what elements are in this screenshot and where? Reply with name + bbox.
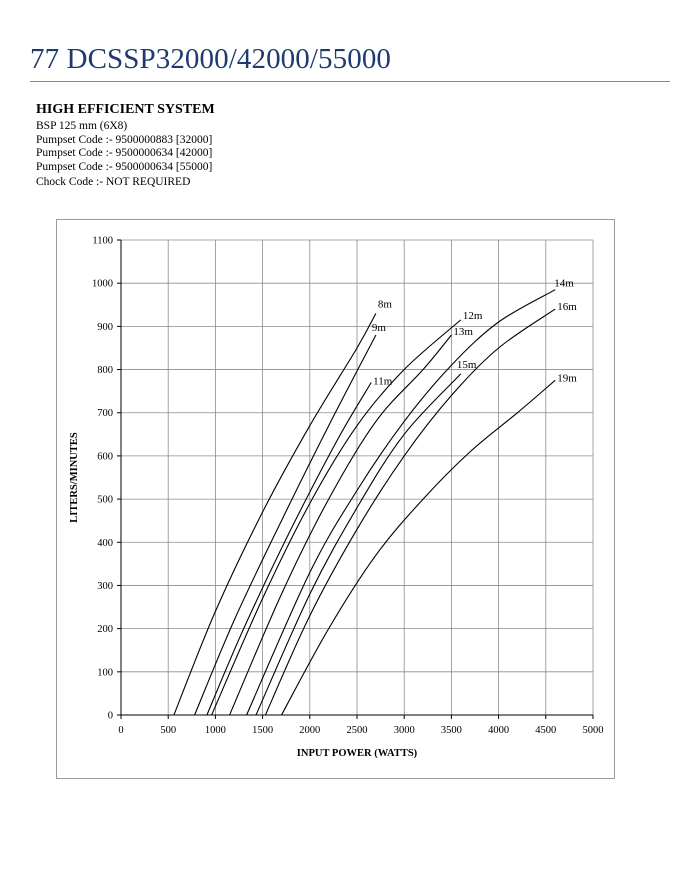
- series-line-16m: [264, 308, 556, 716]
- y-tick-label: 300: [97, 581, 113, 592]
- x-tick-label: 3500: [441, 725, 462, 736]
- y-tick-label: 600: [97, 451, 113, 462]
- y-tick-label: 1100: [92, 236, 113, 247]
- y-tick-label: 500: [97, 495, 113, 506]
- spec-block: HIGH EFFICIENT SYSTEM BSP 125 mm (6X8) P…: [36, 102, 215, 190]
- spec-heading: HIGH EFFICIENT SYSTEM: [36, 102, 215, 117]
- y-tick-label: 100: [97, 667, 113, 678]
- series-label-19m: 19m: [557, 372, 577, 384]
- y-tick-label: 1000: [92, 279, 113, 290]
- series-label-15m: 15m: [457, 359, 477, 371]
- series-line-19m: [281, 379, 556, 716]
- series-label-14m: 14m: [554, 278, 574, 290]
- series-line-14m: [246, 289, 556, 716]
- spec-pumpset-code-32000: Pumpset Code :- 9500000883 [32000]: [36, 133, 213, 146]
- spec-pumpset-code-55000: Pumpset Code :- 9500000634 [55000]: [36, 160, 213, 173]
- performance-chart: 0 500 1000 1500 2000 2500 3000 3500 4000 4500 5000…: [69, 236, 604, 760]
- y-tick-label: 900: [97, 322, 113, 333]
- y-tick-label: 400: [97, 538, 113, 549]
- series-line-15m: [255, 373, 462, 716]
- title-divider: [30, 81, 670, 82]
- x-tick-label: 2500: [347, 725, 368, 736]
- y-tick-label: 700: [97, 408, 113, 419]
- y-axis-title: LITERS/MINUTES: [69, 432, 80, 523]
- series-label-12m: 12m: [463, 310, 483, 322]
- chart-frame: 0 500 1000 1500 2000 2500 3000 3500 4000 4500 5000…: [56, 219, 615, 779]
- series-label-8m: 8m: [378, 298, 393, 310]
- y-tick-label: 0: [108, 711, 113, 722]
- y-tick-label: 800: [97, 365, 113, 376]
- spec-pipe-size: BSP 125 mm (6X8): [36, 120, 128, 132]
- series-line-12m: [211, 319, 462, 716]
- x-tick-label: 1500: [252, 725, 273, 736]
- series-label-16m: 16m: [557, 301, 577, 313]
- x-tick-label: 2000: [299, 725, 320, 736]
- spec-chock-code: Chock Code :- NOT REQUIRED: [36, 176, 191, 189]
- series-label-13m: 13m: [453, 326, 473, 338]
- x-tick-label: 4000: [488, 725, 509, 736]
- x-tick-label: 5000: [583, 725, 604, 736]
- series-line-8m: [173, 313, 377, 716]
- x-tick-label: 0: [118, 725, 123, 736]
- x-tick-label: 4500: [535, 725, 556, 736]
- series-line-9m: [194, 334, 377, 716]
- series-line-13m: [229, 334, 452, 716]
- x-axis-title: INPUT POWER (WATTS): [297, 748, 418, 759]
- series-line-11m: [206, 382, 372, 716]
- series-label-11m: 11m: [373, 376, 393, 388]
- x-tick-label: 500: [160, 725, 176, 736]
- y-tick-label: 200: [97, 624, 113, 635]
- x-tick-label: 3000: [394, 725, 415, 736]
- series-label-9m: 9m: [372, 322, 387, 334]
- spec-pumpset-code-42000: Pumpset Code :- 9500000634 [42000]: [36, 147, 213, 160]
- page-title: 77 DCSSP32000/42000/55000: [30, 43, 392, 75]
- x-tick-label: 1000: [205, 725, 226, 736]
